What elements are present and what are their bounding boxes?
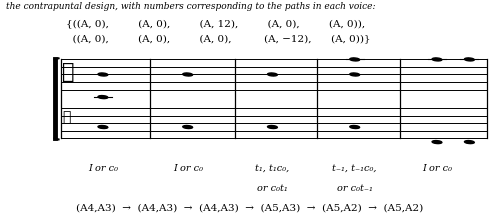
Text: the contrapuntal design, with numbers corresponding to the paths in each voice:: the contrapuntal design, with numbers co… <box>6 2 375 11</box>
Text: 𝄢: 𝄢 <box>62 110 70 124</box>
Text: or c₀t₁: or c₀t₁ <box>257 184 288 192</box>
Ellipse shape <box>350 126 360 128</box>
Text: ((A, 0),         (A, 0),         (A, 0),          (A, −12),      (A, 0))}: ((A, 0), (A, 0), (A, 0), (A, −12), (A, 0… <box>66 34 370 43</box>
Text: {((A, 0),         (A, 0),         (A, 12),         (A, 0),         (A, 0)),: {((A, 0), (A, 0), (A, 12), (A, 0), (A, 0… <box>66 20 364 29</box>
Text: 𝄞: 𝄞 <box>62 63 74 82</box>
Ellipse shape <box>98 96 108 99</box>
Ellipse shape <box>183 126 192 128</box>
Ellipse shape <box>268 126 278 128</box>
Ellipse shape <box>350 58 360 61</box>
Ellipse shape <box>350 73 360 76</box>
Ellipse shape <box>432 58 442 61</box>
Ellipse shape <box>98 73 108 76</box>
Text: t₁, t₁c₀,: t₁, t₁c₀, <box>256 164 290 173</box>
Ellipse shape <box>464 140 474 144</box>
Ellipse shape <box>183 73 192 76</box>
Text: I or c₀: I or c₀ <box>422 164 452 173</box>
Text: t₋₁, t₋₁c₀,: t₋₁, t₋₁c₀, <box>332 164 377 173</box>
Ellipse shape <box>268 73 278 76</box>
Text: I or c₀: I or c₀ <box>172 164 203 173</box>
Text: or c₀t₋₁: or c₀t₋₁ <box>337 184 372 192</box>
Text: I or c₀: I or c₀ <box>88 164 118 173</box>
Ellipse shape <box>432 140 442 144</box>
Ellipse shape <box>98 126 108 128</box>
Ellipse shape <box>464 58 474 61</box>
Text: (A4,A3)  →  (A4,A3)  →  (A4,A3)  →  (A5,A3)  →  (A5,A2)  →  (A5,A2): (A4,A3) → (A4,A3) → (A4,A3) → (A5,A3) → … <box>76 203 424 213</box>
